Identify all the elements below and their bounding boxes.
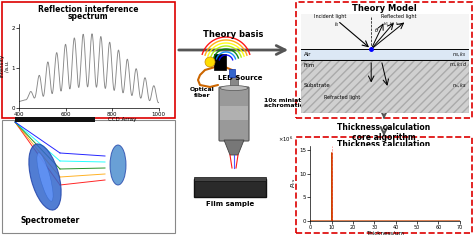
Text: result: result — [371, 148, 397, 157]
Text: Thickness calculation: Thickness calculation — [337, 140, 430, 149]
Text: Theory basis: Theory basis — [203, 30, 263, 39]
Bar — [2, 2, 175, 118]
Text: $n_0, k_0$: $n_0, k_0$ — [452, 50, 467, 59]
Y-axis label: Spectral
Intensity
/a.u.: Spectral Intensity /a.u. — [0, 54, 10, 77]
Text: Refracted light: Refracted light — [325, 94, 361, 100]
Ellipse shape — [220, 86, 248, 90]
Text: spectrum: spectrum — [68, 12, 109, 21]
Bar — [301, 60, 469, 113]
Text: Thickness calculation
core algorithm: Thickness calculation core algorithm — [337, 123, 430, 142]
Text: Film: Film — [304, 63, 315, 68]
Text: Substrate: Substrate — [304, 83, 331, 88]
Text: Theory Model: Theory Model — [352, 4, 416, 13]
Text: LED Source: LED Source — [218, 75, 262, 81]
Text: $n_s, ks$: $n_s, ks$ — [452, 81, 467, 90]
Bar — [296, 137, 472, 233]
Text: Air: Air — [304, 52, 311, 57]
Ellipse shape — [110, 145, 126, 185]
Text: $\theta$: $\theta$ — [374, 26, 379, 34]
Bar — [230, 76, 238, 88]
Bar — [2, 120, 175, 233]
Bar — [301, 60, 469, 113]
Text: Incident light: Incident light — [314, 15, 346, 20]
Text: Spectrometer: Spectrometer — [20, 216, 80, 225]
Text: $I_0$: $I_0$ — [334, 20, 339, 29]
Bar — [194, 177, 266, 181]
Text: Optical
fiber: Optical fiber — [190, 87, 214, 98]
Bar — [15, 117, 95, 122]
Text: $\times10^6$: $\times10^6$ — [278, 135, 293, 144]
Ellipse shape — [37, 153, 53, 201]
Bar — [220, 106, 248, 120]
Ellipse shape — [29, 144, 61, 210]
Bar — [301, 14, 469, 49]
Bar — [229, 69, 235, 77]
Y-axis label: $P_{cs}$: $P_{cs}$ — [289, 178, 298, 188]
Text: CCD Array: CCD Array — [108, 117, 137, 121]
Text: 10x miniaturized
achromatic lens: 10x miniaturized achromatic lens — [264, 98, 323, 108]
Text: Reflected light: Reflected light — [381, 15, 417, 20]
Text: Film sample: Film sample — [206, 201, 254, 207]
FancyBboxPatch shape — [219, 87, 249, 141]
Text: $I_{r1}\ I_{r2}\ I_{r-}$: $I_{r1}\ I_{r2}\ I_{r-}$ — [383, 20, 402, 28]
Bar — [214, 54, 226, 70]
Polygon shape — [224, 140, 244, 155]
Bar — [296, 2, 472, 118]
Bar — [301, 49, 469, 60]
X-axis label: Thickness/μm: Thickness/μm — [366, 231, 404, 235]
Bar — [194, 179, 266, 197]
Text: Reflection interference: Reflection interference — [38, 5, 138, 14]
Text: $n_1, k_1 d$: $n_1, k_1 d$ — [449, 61, 467, 70]
Circle shape — [205, 57, 215, 67]
